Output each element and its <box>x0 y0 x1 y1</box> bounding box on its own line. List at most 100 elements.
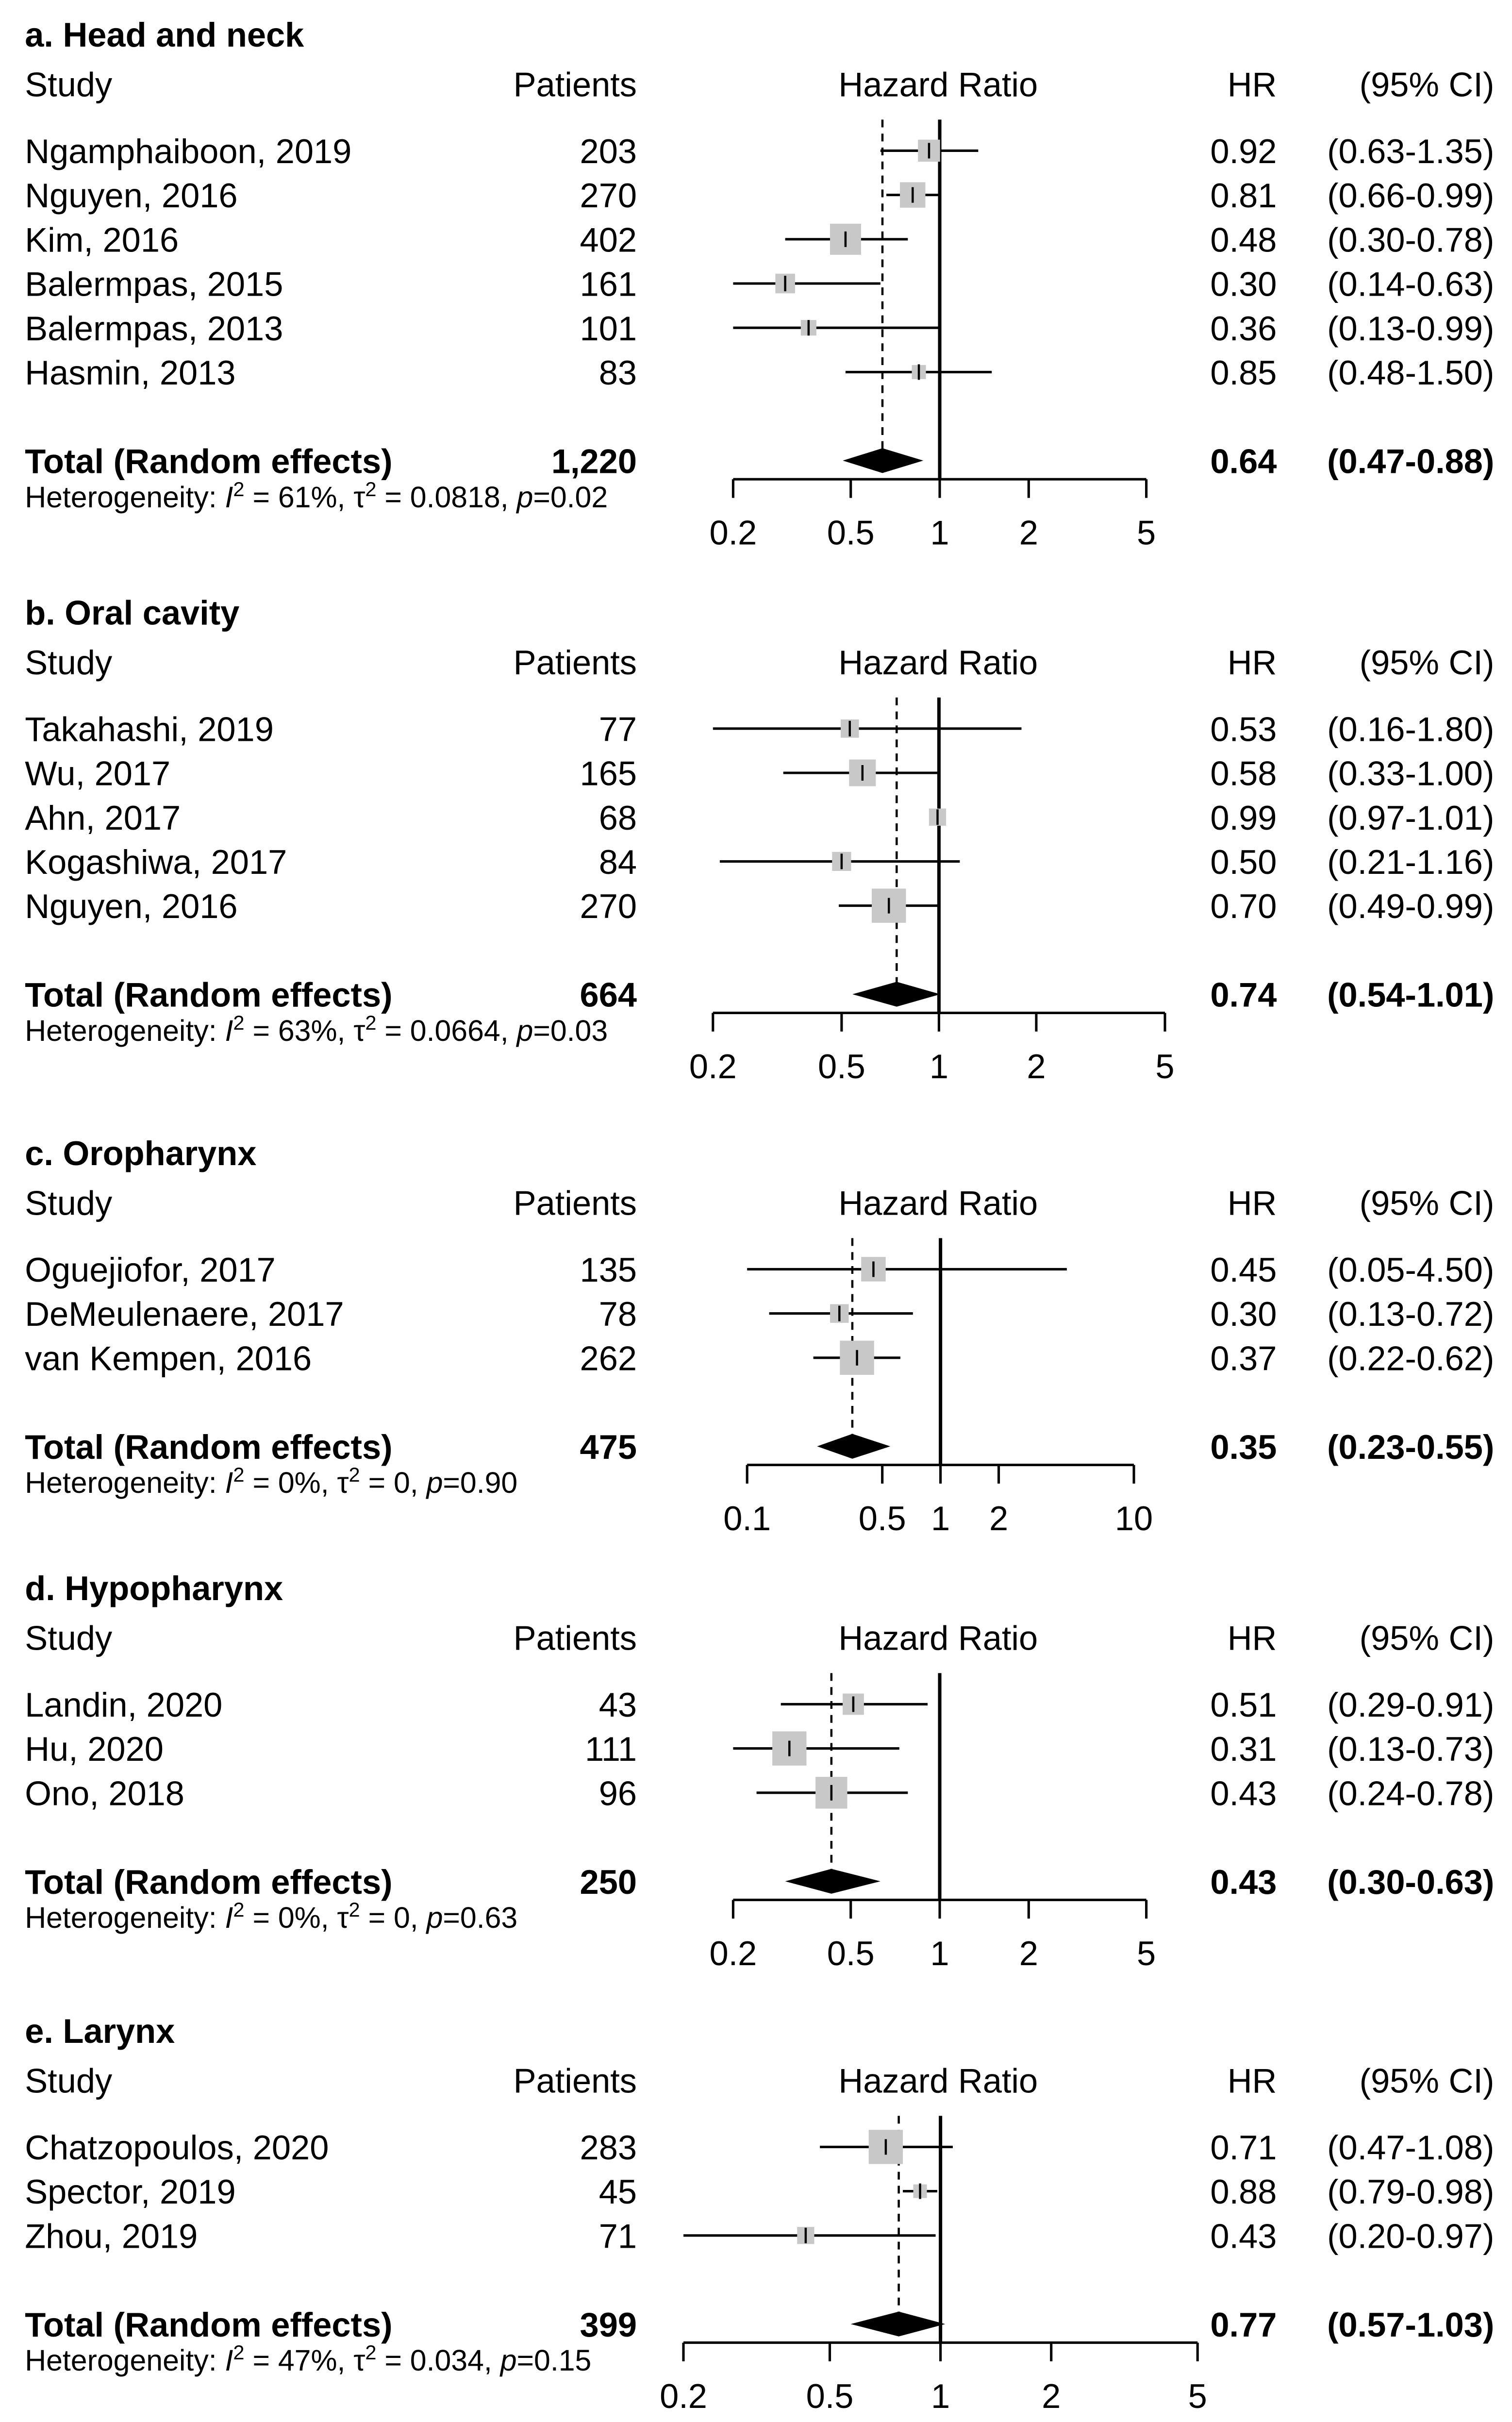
panel-2: b. Oral cavity Study Patients Hazard Ratio H… <box>25 593 1494 1085</box>
x-axis: 0.2 0.5 1 2 5 <box>709 1899 1156 1972</box>
study-patients: 45 <box>599 2172 637 2211</box>
study-row: Takahashi, 2019 77 0.53 (0.16-1.80) <box>25 710 1494 748</box>
study-ci: (0.48-1.50) <box>1327 353 1494 392</box>
x-tick-label: 2 <box>989 1499 1008 1537</box>
total-hr: 0.74 <box>1210 976 1277 1014</box>
study-patients: 270 <box>580 887 637 925</box>
study-row: DeMeulenaere, 2017 78 0.30 (0.13-0.72) <box>25 1295 1494 1333</box>
study-ci: (0.13-0.72) <box>1327 1295 1494 1333</box>
header-hr: HR <box>1228 65 1277 103</box>
x-tick-label: 0.5 <box>806 2377 854 2415</box>
total-patients: 250 <box>580 1863 637 1901</box>
header-hr: HR <box>1228 1619 1277 1657</box>
panel-title: b. Oral cavity <box>25 593 239 632</box>
total-label: Total (Random effects) <box>25 442 392 480</box>
study-ci: (0.14-0.63) <box>1327 265 1494 303</box>
total-label: Total (Random effects) <box>25 976 392 1014</box>
header-ci: (95% CI) <box>1360 65 1495 103</box>
study-hr: 0.85 <box>1210 353 1277 392</box>
x-tick-label: 0.2 <box>709 1934 757 1972</box>
study-ci: (0.63-1.35) <box>1327 132 1494 170</box>
x-tick-label: 0.5 <box>827 514 875 552</box>
study-row: Nguyen, 2016 270 0.70 (0.49-0.99) <box>25 887 1494 925</box>
total-hr: 0.64 <box>1210 442 1277 480</box>
header-hazard-ratio: Hazard Ratio <box>838 643 1038 682</box>
study-ci: (0.30-0.78) <box>1327 220 1494 259</box>
total-patients: 399 <box>580 2305 637 2344</box>
study-ci: (0.24-0.78) <box>1327 1774 1494 1812</box>
x-tick-label: 0.1 <box>723 1499 771 1537</box>
study-hr: 0.31 <box>1210 1730 1277 1768</box>
pooled-diamond <box>852 982 941 1007</box>
study-ci: (0.16-1.80) <box>1327 710 1494 748</box>
study-hr: 0.70 <box>1210 887 1277 925</box>
x-tick-label: 1 <box>931 1499 950 1537</box>
study-row: Kogashiwa, 2017 84 0.50 (0.21-1.16) <box>25 843 1494 881</box>
x-axis: 0.2 0.5 1 2 5 <box>689 1011 1175 1086</box>
header-patients: Patients <box>514 2061 637 2100</box>
study-patients: 402 <box>580 220 637 259</box>
study-name: Balermpas, 2013 <box>25 309 283 348</box>
study-name: DeMeulenaere, 2017 <box>25 1295 344 1333</box>
study-ci: (0.33-1.00) <box>1327 754 1494 793</box>
study-hr: 0.37 <box>1210 1339 1277 1377</box>
study-name: Oguejiofor, 2017 <box>25 1251 276 1289</box>
study-hr: 0.88 <box>1210 2172 1277 2211</box>
total-label: Total (Random effects) <box>25 1428 392 1466</box>
study-name: Ahn, 2017 <box>25 799 181 837</box>
x-tick-label: 0.2 <box>709 514 757 552</box>
x-tick-label: 0.2 <box>660 2377 707 2415</box>
heterogeneity-text: Heterogeneity: I2 = 47%, τ2 = 0.034, p=0… <box>25 2341 591 2377</box>
study-patients: 84 <box>599 843 637 881</box>
total-hr: 0.77 <box>1210 2305 1277 2344</box>
x-tick-label: 1 <box>930 1047 948 1086</box>
study-name: Hasmin, 2013 <box>25 353 235 392</box>
total-ci: (0.23-0.55) <box>1327 1428 1494 1466</box>
panel-title: d. Hypopharynx <box>25 1569 283 1607</box>
study-name: Kim, 2016 <box>25 220 179 259</box>
x-axis: 0.2 0.5 1 2 5 <box>709 478 1156 552</box>
total-hr: 0.43 <box>1210 1863 1277 1901</box>
study-hr: 0.36 <box>1210 309 1277 348</box>
x-tick-label: 2 <box>1019 1934 1038 1972</box>
x-tick-label: 5 <box>1155 1047 1174 1086</box>
x-tick-label: 0.5 <box>827 1934 875 1972</box>
study-row: Spector, 2019 45 0.88 (0.79-0.98) <box>25 2172 1494 2211</box>
study-patients: 135 <box>580 1251 637 1289</box>
study-hr: 0.48 <box>1210 220 1277 259</box>
total-ci: (0.47-0.88) <box>1327 442 1494 480</box>
study-patients: 270 <box>580 176 637 215</box>
study-patients: 165 <box>580 754 637 793</box>
study-ci: (0.97-1.01) <box>1327 799 1494 837</box>
panel-4: d. Hypopharynx Study Patients Hazard Ratio H… <box>25 1569 1494 1972</box>
header-study: Study <box>25 1184 113 1222</box>
study-name: Landin, 2020 <box>25 1686 222 1724</box>
header-patients: Patients <box>514 65 637 103</box>
study-row: Ahn, 2017 68 0.99 (0.97-1.01) <box>25 799 1494 837</box>
header-ci: (95% CI) <box>1360 1619 1495 1657</box>
pooled-diamond <box>817 1434 891 1459</box>
header-ci: (95% CI) <box>1360 1184 1495 1222</box>
panel-title: c. Oropharynx <box>25 1134 256 1172</box>
study-name: Takahashi, 2019 <box>25 710 274 748</box>
panel-title: a. Head and neck <box>25 16 304 54</box>
study-row: Wu, 2017 165 0.58 (0.33-1.00) <box>25 754 1494 793</box>
study-row: Balermpas, 2013 101 0.36 (0.13-0.99) <box>25 309 1494 348</box>
total-row: Total (Random effects) 399 0.77 (0.57-1.03) <box>25 2305 1494 2344</box>
study-hr: 0.50 <box>1210 843 1277 881</box>
study-name: Wu, 2017 <box>25 754 170 793</box>
study-row: Ono, 2018 96 0.43 (0.24-0.78) <box>25 1774 1494 1812</box>
total-row: Total (Random effects) 1,220 0.64 (0.47-0.8… <box>25 442 1494 480</box>
pooled-diamond <box>850 2311 946 2337</box>
study-row: Oguejiofor, 2017 135 0.45 (0.05-4.50) <box>25 1251 1494 1289</box>
study-patients: 96 <box>599 1774 637 1812</box>
heterogeneity-text: Heterogeneity: I2 = 63%, τ2 = 0.0664, p=… <box>25 1011 608 1048</box>
study-patients: 77 <box>599 710 637 748</box>
header-ci: (95% CI) <box>1360 643 1495 682</box>
panel-5: e. Larynx Study Patients Hazard Ratio HR (95%… <box>25 2012 1494 2415</box>
x-tick-label: 10 <box>1115 1499 1153 1537</box>
study-hr: 0.58 <box>1210 754 1277 793</box>
study-patients: 161 <box>580 265 637 303</box>
heterogeneity-text: Heterogeneity: I2 = 0%, τ2 = 0, p=0.90 <box>25 1463 517 1500</box>
study-ci: (0.05-4.50) <box>1327 1251 1494 1289</box>
